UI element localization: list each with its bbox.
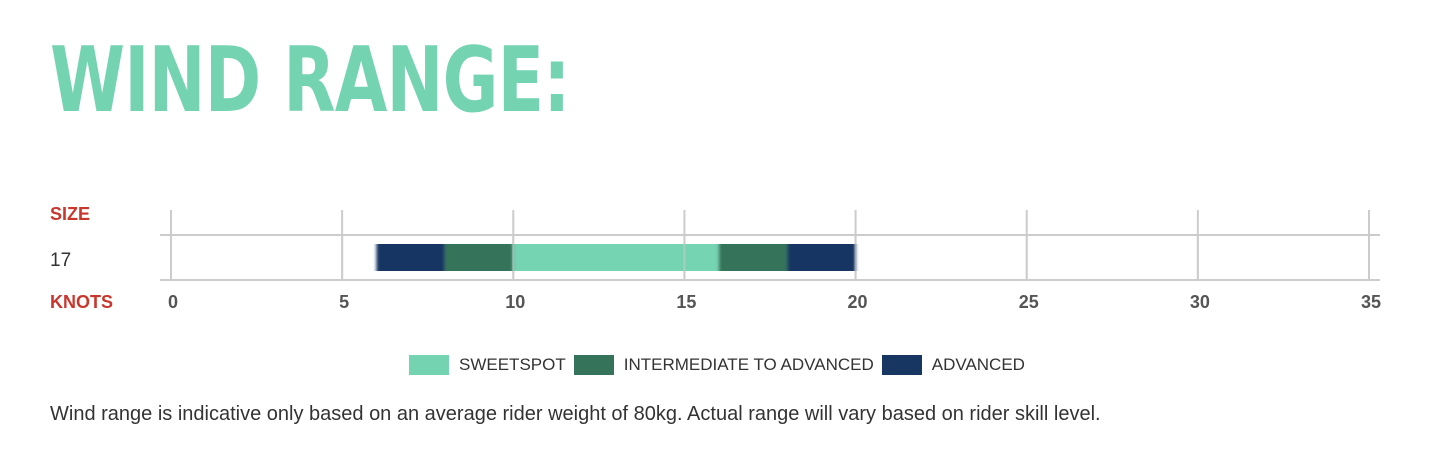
chart-legend: SWEETSPOT INTERMEDIATE TO ADVANCED ADVANCE… xyxy=(409,355,1033,375)
x-tick-label: 20 xyxy=(848,292,868,312)
legend-swatch xyxy=(573,355,614,375)
x-tick-label: 30 xyxy=(1190,292,1210,312)
legend-label: ADVANCED xyxy=(931,355,1025,374)
page-title: WIND RANGE: xyxy=(50,28,570,133)
range-segment xyxy=(718,244,788,271)
x-tick-label: 25 xyxy=(1019,292,1039,312)
range-segment xyxy=(444,244,514,271)
wind-range-chart: SIZE KNOTS 17 0 5 10 15 20 25 30 35 xyxy=(50,204,1381,312)
legend-item: INTERMEDIATE TO ADVANCED xyxy=(573,355,874,375)
range-segment xyxy=(787,244,856,271)
legend-swatch xyxy=(881,355,922,375)
x-tick-label: 10 xyxy=(505,292,525,312)
legend-label: SWEETSPOT xyxy=(459,355,566,374)
range-segment xyxy=(513,244,719,271)
legend-swatch xyxy=(409,355,449,375)
size-row-label: 17 xyxy=(50,250,71,271)
range-segment xyxy=(376,244,445,271)
knots-axis-label: KNOTS xyxy=(50,292,113,312)
size-axis-label: SIZE xyxy=(50,204,90,224)
legend-item: ADVANCED xyxy=(881,355,1025,375)
x-tick-label: 15 xyxy=(676,292,696,312)
footnote: Wind range is indicative only based on a… xyxy=(50,403,1101,425)
legend-label: INTERMEDIATE TO ADVANCED xyxy=(623,355,874,374)
x-tick-label: 5 xyxy=(339,292,349,312)
legend-item: SWEETSPOT xyxy=(409,355,566,375)
x-tick-label: 35 xyxy=(1361,292,1381,312)
x-tick-label: 0 xyxy=(168,292,178,312)
